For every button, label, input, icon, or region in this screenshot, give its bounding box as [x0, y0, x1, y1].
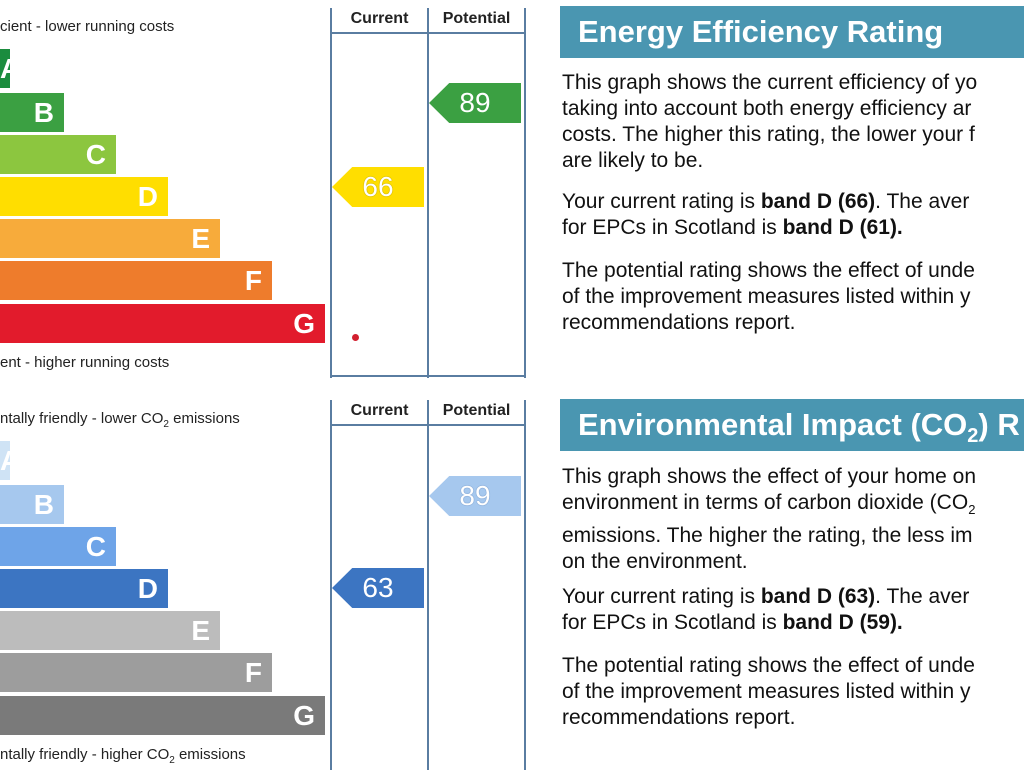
energy-band-c: C: [0, 135, 116, 174]
header-rule: [330, 424, 526, 426]
bottom-rule: [330, 375, 526, 377]
current-rating-arrow: 63: [332, 568, 424, 608]
current-column-header: Current: [350, 402, 409, 419]
environment-band-b: B: [0, 485, 64, 524]
potential-column-header: Potential: [442, 10, 511, 27]
environment-band-c: C: [0, 527, 116, 566]
environment-band-d: D: [0, 569, 168, 608]
red-dot-marker: [352, 334, 359, 341]
environment-band-g: G: [0, 696, 325, 735]
energy-band-b: B: [0, 93, 64, 132]
environment-description: This graph shows the effect of your home…: [562, 465, 977, 574]
energy-description: This graph shows the current efficiency …: [562, 71, 978, 172]
energy-band-a: A: [0, 49, 20, 88]
current-rating-value: 63: [362, 572, 394, 603]
current-rating-value: 66: [362, 171, 394, 202]
energy-bottom-caption: ent - higher running costs: [0, 354, 170, 371]
environment-band-f: F: [0, 653, 272, 692]
potential-rating-arrow: 89: [429, 83, 521, 123]
energy-band-f: F: [0, 261, 272, 300]
potential-rating-value: 89: [459, 87, 491, 118]
current-rating-arrow: 66: [332, 167, 424, 207]
environment-bottom-caption: ntally friendly - higher CO2 emissions: [0, 746, 246, 766]
column-divider: [330, 8, 332, 378]
potential-rating-arrow: 89: [429, 476, 521, 516]
column-divider: [330, 400, 332, 770]
environment-band-e: E: [0, 611, 220, 650]
potential-rating-value: 89: [459, 480, 491, 511]
energy-top-caption: cient - lower running costs: [0, 18, 175, 35]
environment-current-rating-text: Your current rating is band D (63). The …: [562, 585, 970, 634]
energy-band-d: D: [0, 177, 168, 216]
energy-potential-rating-text: The potential rating shows the effect of…: [562, 259, 975, 334]
energy-band-g: G: [0, 304, 325, 343]
potential-column-header: Potential: [442, 402, 511, 419]
column-divider: [427, 400, 429, 770]
energy-efficiency-title: Energy Efficiency Rating: [560, 6, 1024, 58]
environmental-impact-title: Environmental Impact (CO2) R: [560, 399, 1024, 451]
energy-band-e: E: [0, 219, 220, 258]
environment-band-a: A: [0, 441, 20, 480]
header-rule: [330, 32, 526, 34]
current-column-header: Current: [350, 10, 409, 27]
column-divider: [524, 400, 526, 770]
energy-current-rating-text: Your current rating is band D (66). The …: [562, 190, 970, 239]
column-divider: [427, 8, 429, 378]
environment-top-caption: ntally friendly - lower CO2 emissions: [0, 410, 240, 430]
column-divider: [524, 8, 526, 378]
environment-potential-rating-text: The potential rating shows the effect of…: [562, 654, 975, 729]
